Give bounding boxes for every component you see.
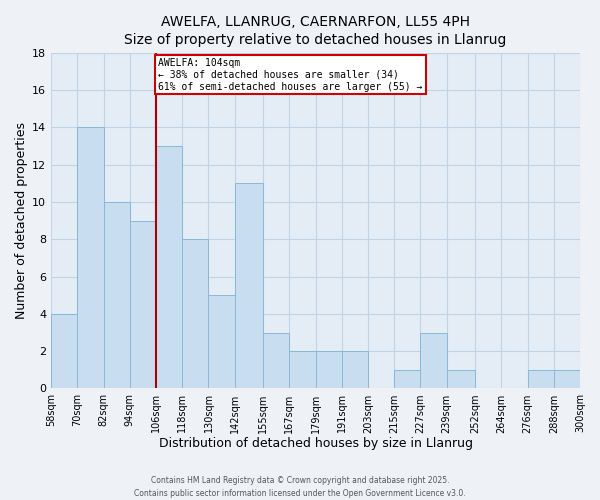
Bar [235,184,263,388]
X-axis label: Distribution of detached houses by size in Llanrug: Distribution of detached houses by size … [158,437,473,450]
Bar [130,220,156,388]
Bar [316,351,342,389]
Bar [104,202,130,388]
Title: AWELFA, LLANRUG, CAERNARFON, LL55 4PH
Size of property relative to detached hous: AWELFA, LLANRUG, CAERNARFON, LL55 4PH Si… [124,15,507,48]
Bar [580,370,600,388]
Bar [263,332,289,388]
Bar [394,370,421,388]
Bar [527,370,554,388]
Bar [156,146,182,388]
Bar [421,332,446,388]
Y-axis label: Number of detached properties: Number of detached properties [15,122,28,319]
Bar [77,128,104,388]
Bar [342,351,368,389]
Bar [208,295,235,388]
Text: Contains HM Land Registry data © Crown copyright and database right 2025.
Contai: Contains HM Land Registry data © Crown c… [134,476,466,498]
Bar [554,370,580,388]
Bar [289,351,316,389]
Bar [51,314,77,388]
Bar [446,370,475,388]
Text: AWELFA: 104sqm
← 38% of detached houses are smaller (34)
61% of semi-detached ho: AWELFA: 104sqm ← 38% of detached houses … [158,58,422,92]
Bar [182,240,208,388]
